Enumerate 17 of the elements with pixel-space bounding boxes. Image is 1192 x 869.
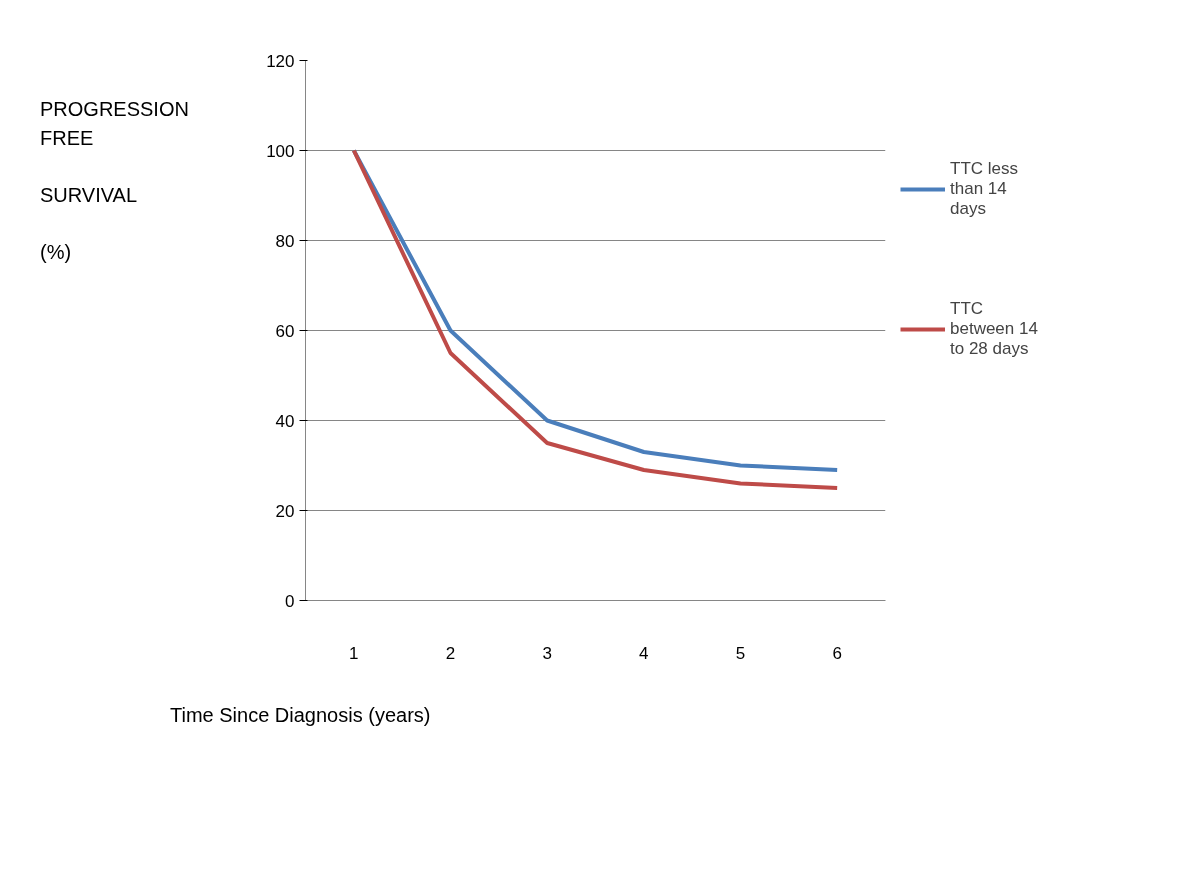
y-tick-label: 0 [285,591,295,611]
legend-label: TTC between 14 to 28 days [950,299,1038,359]
x-tick-label: 1 [349,643,359,663]
y-tick-label: 120 [266,51,295,71]
x-tick-label: 4 [639,643,649,663]
x-tick-label: 5 [735,643,746,663]
y-tick-label: 40 [275,411,295,431]
y-tick-label: 60 [275,321,295,341]
x-tick-label: 2 [445,643,456,663]
x-axis-title: Time Since Diagnosis (years) [170,703,431,728]
y-tick-label: 20 [275,501,295,521]
text: PROGRESSION FREE SURVIVAL (%) [40,98,189,263]
y-tick-label: 80 [275,231,295,251]
x-tick-label: 3 [542,643,552,663]
x-tick-label: 6 [832,643,842,663]
legend-label: TTC less than 14 days [950,159,1018,219]
y-tick-label: 100 [266,141,295,161]
